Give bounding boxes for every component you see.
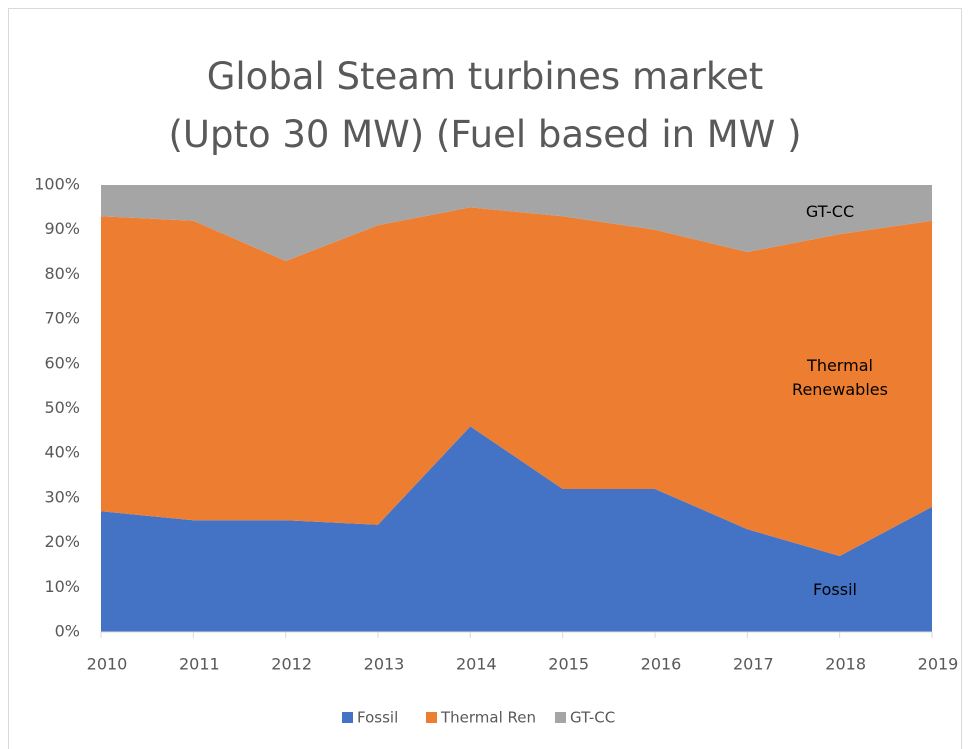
area — [101, 185, 932, 261]
y-tick-label: 0% — [55, 622, 80, 641]
annotation: Fossil — [813, 580, 857, 599]
y-tick-label: 70% — [44, 309, 80, 328]
y-tick-label: 40% — [44, 443, 80, 462]
x-tick-label: 2015 — [548, 655, 589, 674]
y-tick-label: 30% — [44, 487, 80, 506]
legend-label: Thermal Ren — [440, 709, 536, 727]
x-tick-label: 2016 — [641, 655, 682, 674]
x-tick-label: 2018 — [825, 655, 866, 674]
x-tick-label: 2019 — [918, 655, 959, 674]
legend-label: GT-CC — [570, 709, 615, 727]
legend-label: Fossil — [357, 709, 398, 727]
y-tick-label: 10% — [44, 577, 80, 596]
y-tick-label: 60% — [44, 353, 80, 372]
legend-swatch — [342, 712, 353, 723]
chart-title: Global Steam turbines market (Upto 30 MW… — [168, 55, 802, 156]
x-tick-label: 2010 — [87, 655, 128, 674]
x-tick-label: 2012 — [271, 655, 312, 674]
legend-swatch — [555, 712, 566, 723]
area — [101, 207, 932, 557]
x-tick-label: 2013 — [364, 655, 405, 674]
legend-swatch — [426, 712, 437, 723]
y-tick-label: 90% — [44, 219, 80, 238]
y-tick-label: 100% — [34, 175, 80, 194]
annotation: GT-CC — [805, 202, 855, 221]
y-tick-label: 80% — [44, 264, 80, 283]
chart-frame — [8, 8, 962, 749]
annotation: Thermal Renewables — [792, 356, 888, 399]
y-tick-label: 20% — [44, 532, 80, 551]
x-tick-label: 2014 — [456, 655, 497, 674]
x-tick-label: 2011 — [179, 655, 220, 674]
x-tick-label: 2017 — [733, 655, 774, 674]
area — [101, 426, 932, 632]
y-tick-label: 50% — [44, 398, 80, 417]
